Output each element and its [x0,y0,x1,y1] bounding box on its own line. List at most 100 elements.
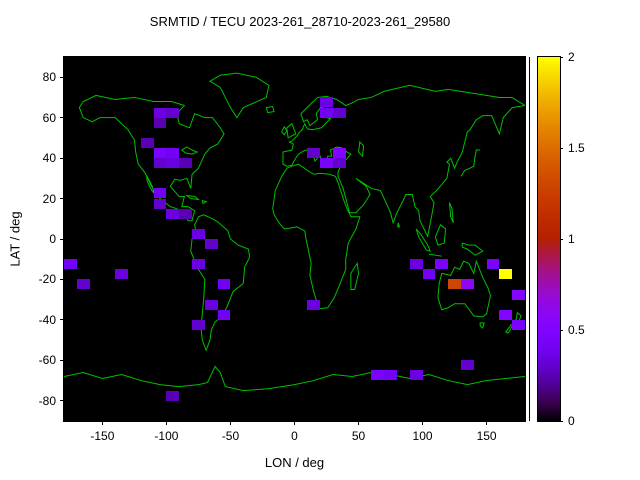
x-tick [165,421,167,425]
heatmap-cell [204,239,218,250]
colorbar-tick [560,420,563,422]
y-tick [60,319,64,321]
x-axis-title: LON / deg [264,455,325,470]
coastline-tasmania [480,323,484,328]
heatmap-cell [332,158,346,169]
heatmap-cell [192,228,205,239]
coastline-baja [147,175,155,193]
x-tick-label: -150 [90,429,115,443]
heatmap-cell [217,279,231,290]
heatmap-cell [422,269,436,280]
heatmap-cell [486,259,500,270]
coastline-greenland [210,73,269,117]
coastline-cuba [187,196,199,200]
y-tick-label: 0 [49,232,56,246]
coastline-australia [438,261,491,317]
y-tick-label: -80 [38,393,56,408]
x-tick [229,421,231,425]
heatmap-cell [499,269,513,280]
y-tick [60,157,64,159]
coastline-antarctica [64,366,525,390]
colorbar-tick-label: 2 [568,50,575,64]
y-tick-label: -40 [38,312,56,327]
y-tick [60,198,64,200]
heatmap-cell [320,158,333,169]
heatmap-cell [76,279,90,290]
heatmap-cell [332,148,346,159]
heatmap-cell [179,208,193,219]
colorbar-tick-label: 1.5 [568,141,585,155]
y-tick [60,76,64,78]
x-tick [422,421,424,425]
heatmap-cell [320,107,333,118]
x-tick-label: 150 [476,429,497,443]
colorbar-tick [560,238,563,240]
heatmap-cell [153,158,167,169]
coastline-iceland [266,107,274,113]
heatmap-cell [140,137,154,148]
heatmap-cell [409,370,423,381]
heatmap-cell [166,107,180,118]
heatmap-cell [512,289,525,300]
heatmap-cell [192,319,205,330]
heatmap-cell [217,309,231,320]
x-tick-label: -100 [154,429,179,443]
heatmap-cell [179,158,193,169]
heatmap-cell [307,299,321,310]
heatmap-cell [153,198,167,209]
colorbar-tick [560,329,563,331]
heatmap-cell [461,360,474,371]
plot-colorbar-separator [529,57,530,421]
y-tick-label: -60 [38,353,56,368]
chart-title: SRMTID / TECU 2023-261_28710-2023-261_29… [149,14,451,29]
colorbar-tick [560,147,563,149]
heatmap-cell [166,208,180,219]
coastline-sri-lanka [398,223,400,227]
coastline-japan [461,150,480,176]
heatmap-cell [153,117,167,128]
x-tick-label: -50 [221,429,240,443]
heatmap-cell [166,390,180,401]
coastline-africa [273,164,360,309]
colorbar [537,56,561,422]
colorbar-tick-label: 0.5 [568,323,585,337]
heatmap-cell [461,279,474,290]
colorbar-tick-label: 1 [568,232,575,246]
x-tick-label: 50 [351,429,366,443]
heatmap-cell [307,148,321,159]
heatmap-cell [320,97,333,108]
heatmap-cells-layer [64,57,525,421]
heatmap-cell [499,309,513,320]
heatmap-cell [384,370,397,381]
heatmap-cell [153,188,167,199]
y-tick-label: 40 [42,151,56,166]
y-tick-label: 20 [42,191,56,206]
coastline-new-guinea [462,243,482,255]
coastline-borneo [435,225,445,245]
x-tick-label: 100 [412,429,433,443]
heatmap-cell [153,148,167,159]
map-plot-area [63,56,526,422]
coastline-hispaniola [202,201,206,204]
x-tick [101,421,103,425]
heatmap-cell [166,158,180,169]
y-tick-label: 60 [42,110,56,125]
heatmap-cell [115,269,128,280]
coastline-philippines [449,203,453,223]
heatmap-cell [204,299,218,310]
heatmap-cell [409,259,423,270]
coastline-ireland [282,127,287,135]
colorbar-tick-label: 0 [568,414,575,428]
coastline-java [429,254,442,256]
y-tick [60,238,64,240]
coastline-sumatra [416,229,430,251]
x-tick [358,421,360,425]
x-tick [486,421,488,425]
y-tick [60,400,64,402]
heatmap-cell [435,259,449,270]
heatmap-cell [512,319,525,330]
coastline-eurasia [283,85,525,236]
heatmap-cell [332,107,346,118]
y-tick [60,359,64,361]
